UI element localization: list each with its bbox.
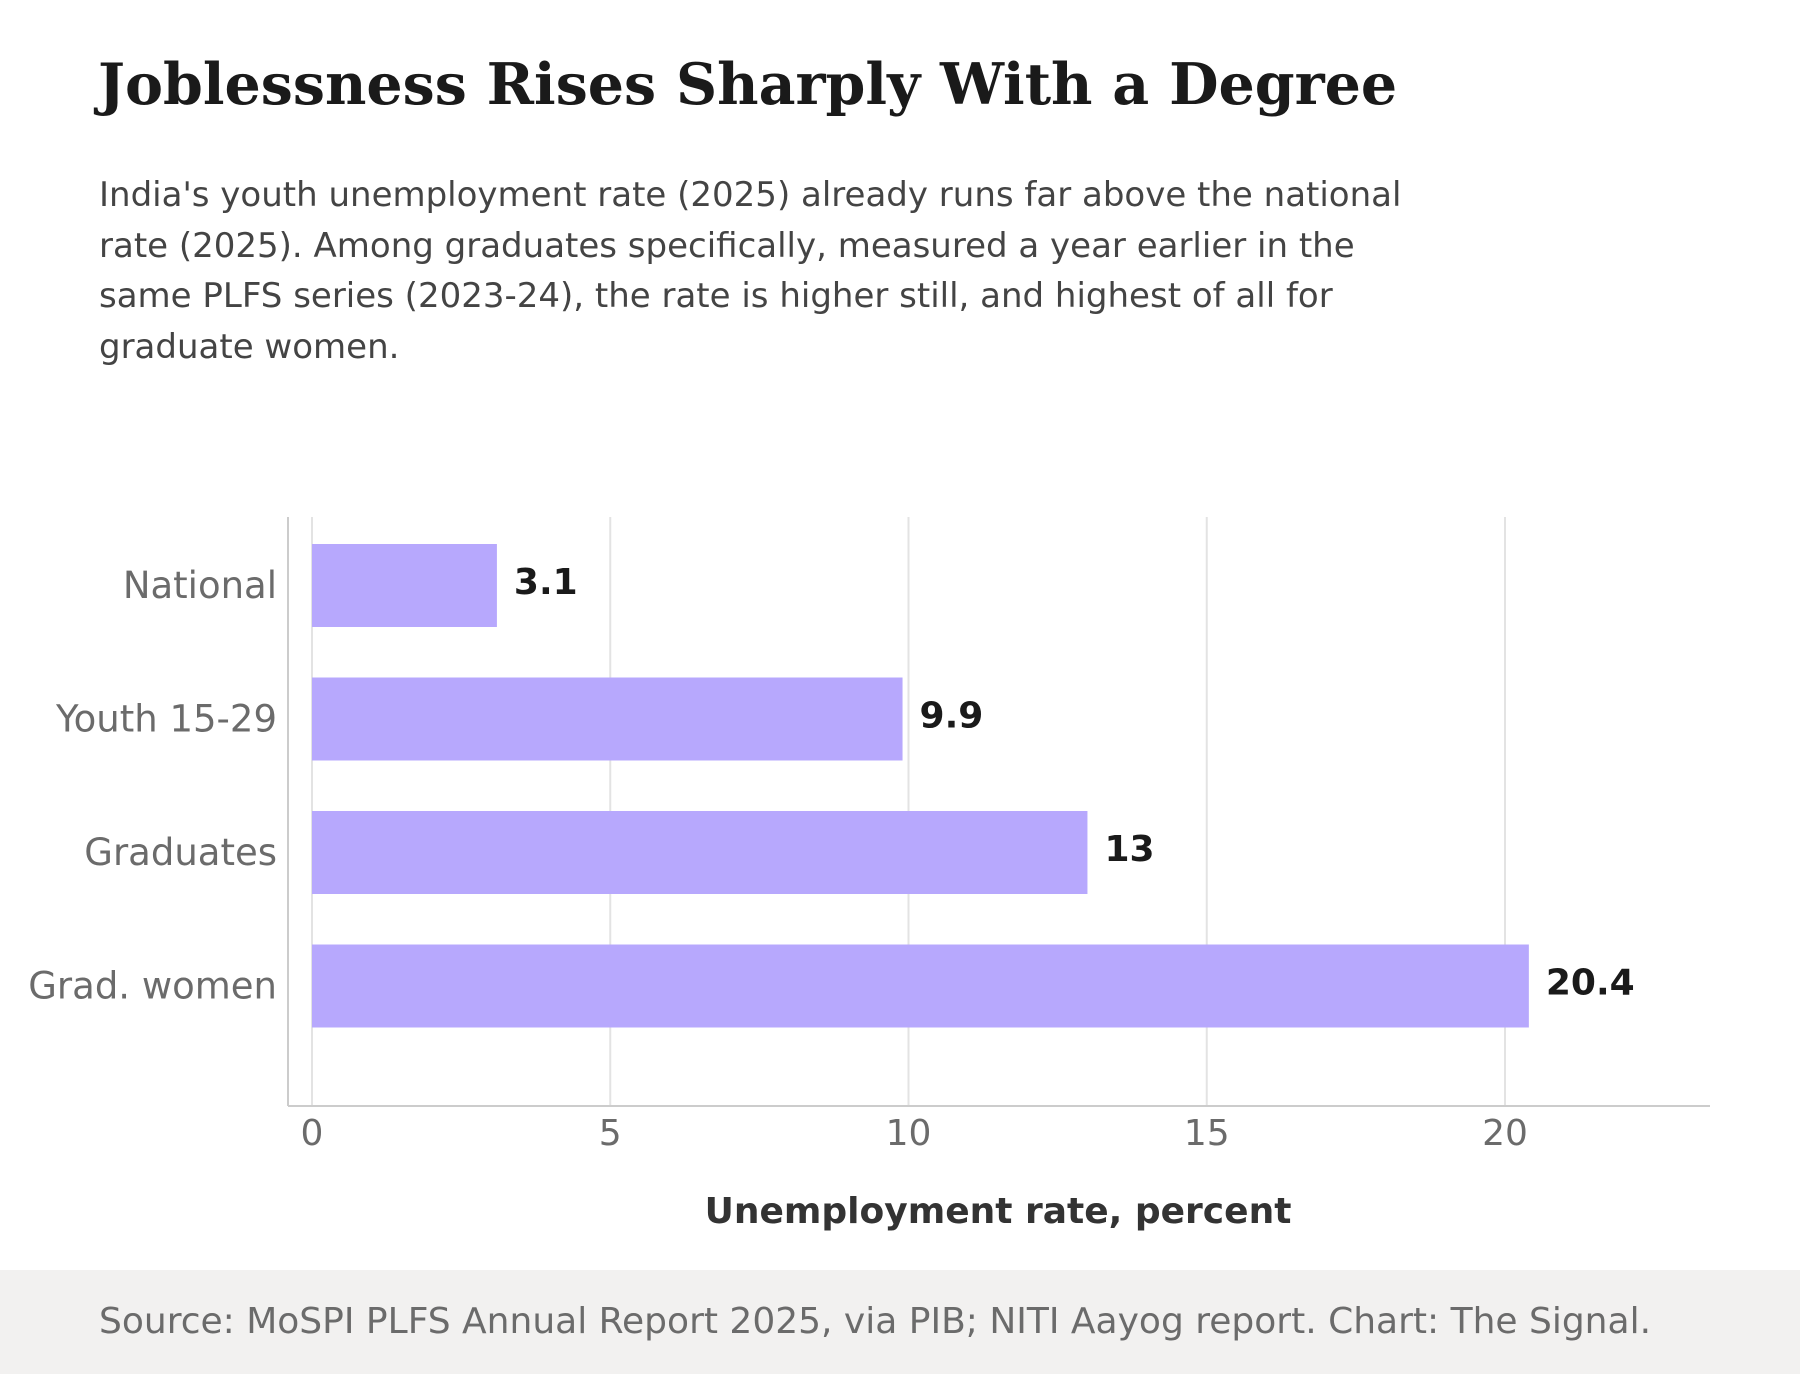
bar-grad-women	[312, 944, 1529, 1028]
data-label-youth-15-29: 9.9	[920, 696, 984, 737]
category-label-youth-15-29: Youth 15-29	[55, 698, 277, 741]
x-tick-label-0: 0	[301, 1113, 324, 1154]
x-axis-title: Unemployment rate, percent	[705, 1191, 1292, 1232]
bar-graduates	[312, 811, 1088, 894]
x-tick-label-20: 20	[1482, 1113, 1528, 1154]
x-tick-label-15: 15	[1184, 1113, 1230, 1154]
category-labels: National Youth 15-29 Graduates Grad. women	[28, 564, 277, 1008]
x-tick-label-5: 5	[599, 1113, 622, 1154]
axes	[287, 517, 1710, 1107]
category-label-grad-women: Grad. women	[28, 965, 277, 1008]
data-labels: 3.1 9.9 13 20.4	[514, 562, 1635, 1004]
bar-chart: 0 5 10 15 20 National Youth 15-29 Graduates Gra…	[28, 517, 1710, 1232]
x-tick-label-10: 10	[886, 1113, 932, 1154]
source-note: Source: MoSPI PLFS Annual Report 2025, v…	[99, 1301, 1652, 1342]
bar-national	[312, 544, 497, 627]
category-label-graduates: Graduates	[84, 831, 277, 874]
chart-subtitle: India's youth unemployment rate (2025) a…	[99, 175, 1402, 367]
data-label-graduates: 13	[1104, 829, 1154, 870]
footer: Source: MoSPI PLFS Annual Report 2025, v…	[0, 1270, 1800, 1374]
chart-title: Joblessness Rises Sharply With a Degree	[98, 51, 1398, 118]
data-label-national: 3.1	[514, 562, 578, 603]
category-label-national: National	[123, 564, 277, 607]
data-label-grad-women: 20.4	[1546, 963, 1635, 1004]
x-tick-labels: 0 5 10 15 20	[301, 1113, 1528, 1154]
bar-youth-15-29	[312, 677, 903, 761]
bars	[312, 544, 1529, 1028]
